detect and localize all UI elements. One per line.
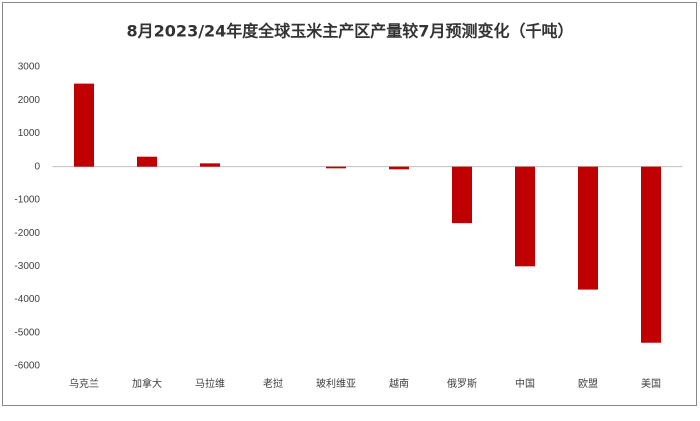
y-tick-label: 3000 (18, 62, 41, 73)
bar (578, 166, 598, 290)
y-tick-label: 1000 (18, 128, 41, 139)
y-tick-label: -6000 (14, 361, 40, 372)
y-tick-label: 2000 (18, 95, 41, 106)
bar (137, 156, 157, 167)
x-tick-label: 加拿大 (132, 377, 162, 390)
y-tick-label: 0 (34, 161, 40, 172)
bar (326, 166, 346, 169)
bar (452, 166, 472, 224)
bar (200, 163, 220, 167)
x-tick-label: 美国 (641, 377, 661, 390)
bar (641, 166, 661, 343)
y-tick-label: -3000 (14, 261, 40, 272)
x-tick-label: 乌克兰 (69, 377, 99, 390)
x-tick-label: 玻利维亚 (316, 377, 356, 390)
y-tick-label: -2000 (14, 228, 40, 239)
x-tick-label: 欧盟 (578, 378, 598, 390)
x-tick-label: 越南 (389, 377, 409, 390)
x-tick-label: 俄罗斯 (447, 377, 477, 390)
bar (515, 166, 535, 267)
chart-title: 8月2023/24年度全球玉米主产区产量较7月预测变化（千吨） (127, 22, 574, 41)
y-tick-label: -4000 (14, 294, 40, 305)
bar (389, 166, 409, 170)
bar (74, 83, 94, 167)
x-tick-label: 老挝 (263, 377, 283, 390)
x-tick-label: 马拉维 (195, 377, 225, 390)
y-tick-label: -5000 (14, 327, 40, 338)
y-tick-label: -1000 (14, 195, 40, 206)
x-tick-label: 中国 (515, 377, 535, 390)
